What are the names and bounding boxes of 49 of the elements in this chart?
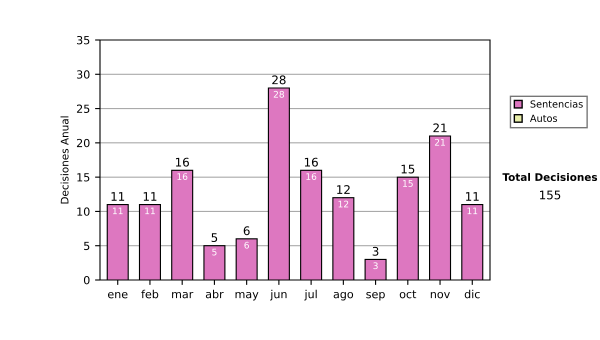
total-label: 15 bbox=[402, 164, 414, 174]
total-label: 11 bbox=[144, 192, 156, 201]
x-tick-label: dic bbox=[464, 290, 480, 298]
data-label: 12 bbox=[338, 200, 348, 208]
data-label: 11 bbox=[112, 208, 123, 214]
x-tick-label: ene bbox=[108, 292, 128, 298]
y-tick-label: 0 bbox=[84, 276, 90, 284]
data-label: 11 bbox=[145, 208, 155, 214]
total-label: 3 bbox=[372, 246, 378, 256]
total-label: 21 bbox=[433, 123, 446, 132]
y-tick-label: 25 bbox=[76, 104, 90, 113]
y-tick-label: 5 bbox=[84, 242, 90, 250]
y-tick-label: 20 bbox=[76, 138, 90, 148]
text: 155 bbox=[540, 190, 560, 200]
x-tick-label: feb bbox=[141, 290, 158, 298]
x-tick-label: jul bbox=[304, 290, 317, 300]
data-label: 3 bbox=[373, 262, 378, 270]
total-label: 5 bbox=[212, 233, 218, 242]
x-tick-label: ago bbox=[334, 292, 354, 300]
x-tick-label: may bbox=[236, 292, 258, 300]
data-label: 15 bbox=[403, 180, 413, 187]
legend-label: Sentencias bbox=[530, 100, 583, 108]
data-label: 28 bbox=[274, 90, 284, 98]
total-label: 11 bbox=[466, 192, 479, 201]
text: Total Decisiones bbox=[502, 172, 598, 182]
data-label: 16 bbox=[306, 173, 316, 180]
data-label: 6 bbox=[244, 242, 249, 249]
x-tick-label: mar bbox=[172, 292, 194, 298]
total-label: 16 bbox=[176, 158, 189, 167]
data-label: 5 bbox=[212, 248, 217, 256]
x-tick-label: nov bbox=[430, 292, 450, 298]
total-label: 11 bbox=[112, 192, 124, 201]
total-label: 6 bbox=[244, 226, 250, 236]
total-label: 28 bbox=[272, 75, 286, 84]
legend-label: Autos bbox=[530, 114, 558, 122]
y-tick-label: 10 bbox=[77, 207, 90, 216]
y-tick-label: 35 bbox=[76, 36, 90, 44]
total-label: 16 bbox=[304, 158, 318, 167]
y-tick-label: 30 bbox=[76, 70, 90, 79]
x-tick-label: abr bbox=[206, 290, 224, 298]
data-label: 21 bbox=[434, 138, 445, 146]
y-tick-label: 15 bbox=[77, 173, 90, 182]
y-axis-title: Decisiones Anual bbox=[60, 116, 69, 204]
x-tick-label: jun bbox=[270, 290, 287, 300]
data-label: 11 bbox=[468, 208, 478, 214]
total-label: 12 bbox=[337, 185, 350, 194]
x-tick-label: sep bbox=[366, 292, 385, 300]
x-tick-label: oct bbox=[400, 290, 416, 298]
data-label: 16 bbox=[177, 173, 188, 180]
